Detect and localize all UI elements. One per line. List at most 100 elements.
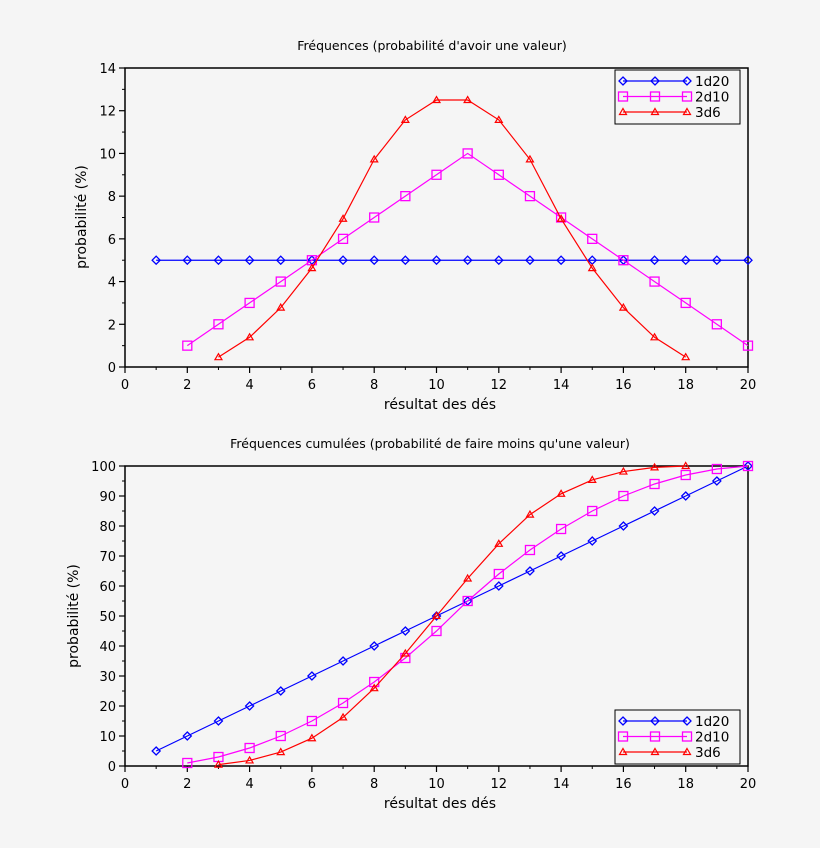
chart-title: Fréquences cumulées (probabilité de fair… (230, 436, 630, 451)
x-tick-label: 14 (553, 777, 570, 792)
data-point-9 (431, 255, 442, 266)
data-point-0 (617, 91, 629, 102)
y-tick-label: 90 (99, 490, 116, 505)
data-point-2 (213, 255, 224, 266)
data-point-1 (182, 731, 193, 741)
data-point-9 (462, 148, 473, 159)
x-tick-label: 16 (615, 378, 632, 393)
series-line-3d6 (218, 465, 686, 766)
data-point-10 (525, 509, 535, 518)
data-point-4 (338, 214, 348, 222)
x-tick-label: 2 (183, 378, 191, 393)
data-point-2 (681, 91, 693, 102)
y-tick-label: 60 (99, 580, 116, 595)
data-point-1 (245, 755, 255, 764)
legend-label: 1d20 (695, 74, 729, 90)
data-point-12 (587, 475, 597, 483)
data-point-10 (493, 169, 504, 180)
x-tick-label: 4 (245, 378, 253, 393)
legend-label: 2d10 (695, 730, 729, 746)
data-point-9 (494, 115, 504, 123)
data-point-2 (244, 297, 255, 309)
data-point-3 (275, 730, 286, 742)
data-point-1 (650, 76, 660, 86)
data-point-13 (587, 233, 598, 245)
data-point-11 (493, 581, 504, 591)
data-point-1 (213, 319, 224, 330)
x-tick-label: 2 (183, 777, 191, 792)
data-point-0 (182, 757, 193, 769)
legend-item-3d6: 3d6 (618, 105, 721, 121)
data-point-17 (711, 319, 722, 330)
data-point-2 (682, 107, 692, 116)
data-point-2 (276, 302, 286, 311)
data-point-15 (618, 521, 629, 531)
legend-label: 2d10 (695, 90, 729, 106)
data-point-16 (680, 297, 691, 309)
data-point-9 (494, 539, 504, 547)
data-point-15 (681, 352, 691, 361)
data-point-13 (556, 255, 567, 266)
data-point-4 (338, 712, 348, 721)
data-point-10 (493, 568, 504, 580)
data-point-2 (682, 716, 692, 726)
data-point-14 (650, 462, 660, 471)
data-point-6 (338, 656, 348, 666)
data-point-3 (244, 255, 255, 266)
data-point-15 (649, 478, 660, 490)
x-tick-label: 16 (615, 777, 632, 792)
data-point-4 (306, 715, 318, 727)
data-point-5 (337, 697, 349, 709)
data-point-6 (369, 676, 380, 688)
y-axis-label: probabilité (%) (66, 564, 82, 668)
y-tick-label: 0 (108, 760, 116, 775)
y-tick-label: 20 (99, 700, 116, 715)
legend-item-3d6: 3d6 (618, 745, 721, 761)
y-tick-label: 8 (108, 190, 116, 205)
x-tick-label: 8 (370, 777, 378, 792)
series-3d6 (213, 95, 691, 361)
frequency-chart: Fréquences (probabilité d'avoir une vale… (74, 38, 756, 413)
data-point-8 (431, 169, 442, 180)
y-tick-label: 14 (99, 62, 116, 77)
data-point-8 (400, 626, 411, 636)
data-point-17 (711, 463, 722, 475)
x-tick-label: 10 (428, 378, 445, 393)
y-tick-label: 12 (99, 105, 116, 120)
x-tick-label: 0 (121, 378, 129, 393)
data-point-7 (369, 255, 380, 266)
data-point-2 (276, 747, 286, 756)
x-tick-label: 4 (245, 777, 253, 792)
data-point-2 (681, 731, 693, 742)
data-point-2 (682, 747, 692, 756)
series-1d20 (151, 255, 753, 266)
data-point-1 (649, 731, 661, 742)
series-line-2d10 (186, 152, 749, 347)
data-point-11 (524, 544, 536, 556)
data-point-17 (680, 255, 691, 266)
data-point-14 (650, 332, 660, 341)
data-point-5 (369, 154, 379, 163)
data-point-18 (742, 340, 754, 351)
data-point-8 (463, 573, 473, 582)
data-point-9 (431, 611, 442, 621)
x-tick-label: 20 (740, 777, 757, 792)
data-point-10 (525, 154, 535, 163)
series-3d6 (213, 461, 691, 768)
data-point-12 (525, 255, 535, 266)
data-point-7 (400, 190, 411, 202)
data-point-4 (275, 686, 286, 696)
data-point-3 (244, 701, 255, 711)
data-point-8 (400, 255, 411, 266)
data-point-0 (618, 747, 628, 756)
data-point-0 (618, 107, 628, 116)
data-point-10 (462, 255, 473, 266)
data-point-16 (649, 506, 660, 516)
data-point-3 (307, 263, 317, 272)
data-point-7 (431, 95, 442, 104)
series-2d10 (182, 148, 754, 351)
x-tick-label: 10 (428, 777, 445, 792)
data-point-0 (182, 340, 193, 351)
